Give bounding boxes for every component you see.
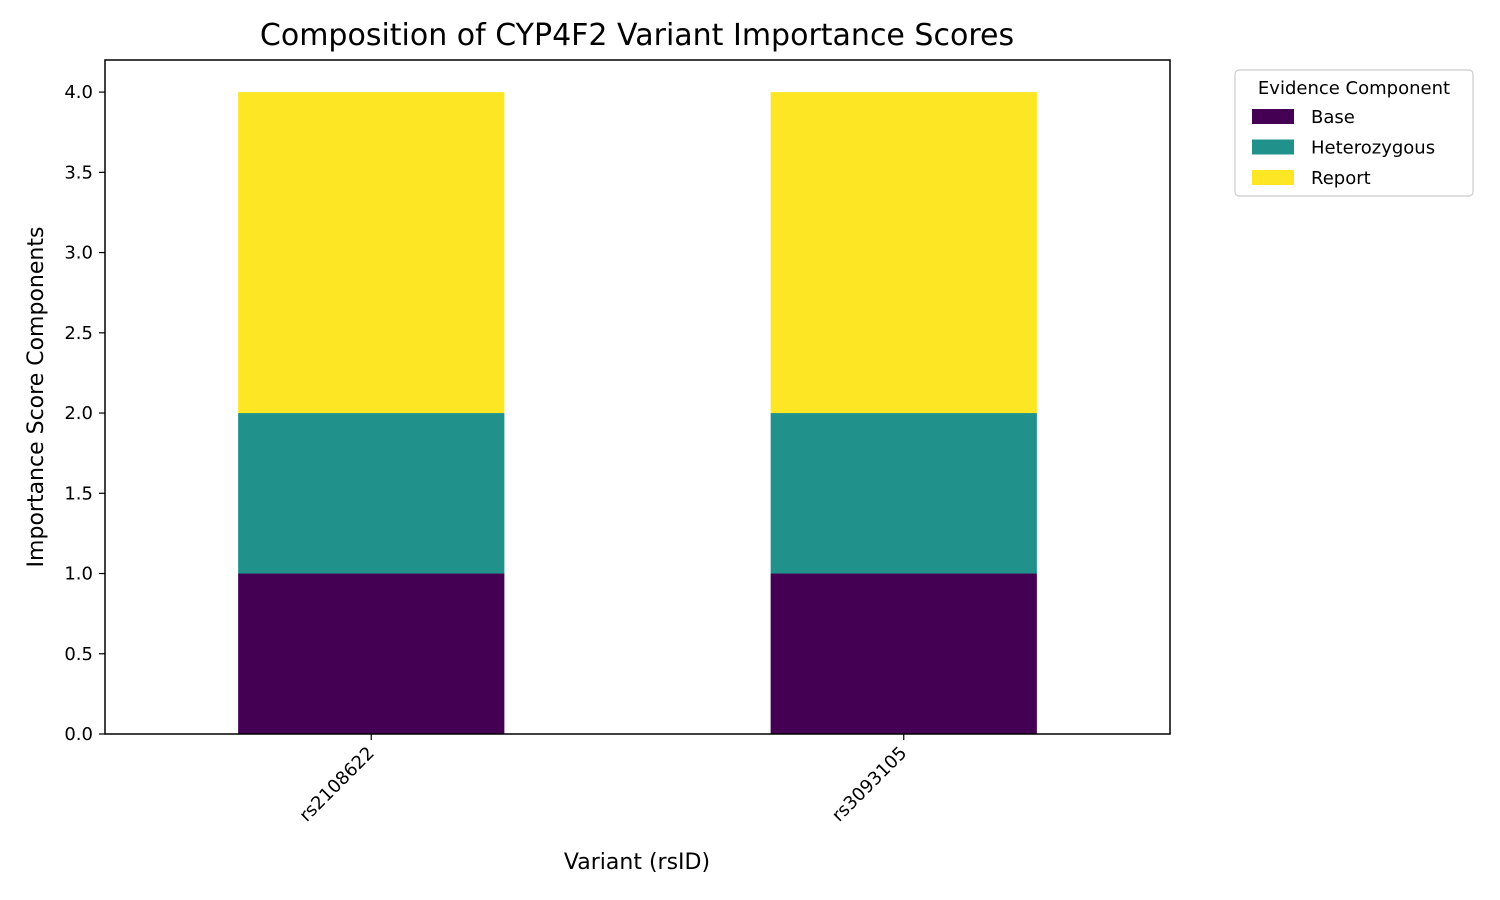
y-tick-label: 1.5 — [64, 483, 93, 504]
y-axis-label: Importance Score Components — [24, 227, 49, 568]
x-tick-label: rs2108622 — [295, 743, 378, 826]
legend-swatch-report — [1252, 170, 1294, 185]
legend-label-heterozygous: Heterozygous — [1311, 138, 1435, 159]
legend-box — [1234, 69, 1474, 197]
y-tick-label: 4.0 — [64, 82, 93, 103]
bar-heterozygous-rs3093105 — [770, 413, 1037, 574]
bar-heterozygous-rs2108622 — [238, 413, 505, 574]
y-tick-label: 2.0 — [64, 403, 93, 424]
bar-report-rs3093105 — [770, 92, 1037, 414]
bar-base-rs2108622 — [238, 573, 505, 734]
legend-label-base: Base — [1311, 107, 1355, 128]
legend-label-report: Report — [1311, 168, 1371, 189]
axes-frame — [104, 59, 1171, 735]
x-tick-label: rs3093105 — [828, 743, 911, 826]
legend-swatch-base — [1252, 109, 1294, 124]
chart-title: Composition of CYP4F2 Variant Importance… — [260, 18, 1014, 53]
y-tick-label: 1.0 — [64, 564, 93, 585]
legend: Evidence Component Base Heterozygous Report — [1234, 69, 1474, 197]
legend-title: Evidence Component — [1258, 78, 1450, 99]
y-tick-label: 3.5 — [64, 162, 93, 183]
x-axis-label: Variant (rsID) — [564, 850, 710, 875]
legend-swatch-heterozygous — [1252, 139, 1294, 155]
bar-base-rs3093105 — [770, 573, 1037, 734]
y-tick-label: 3.0 — [64, 243, 93, 264]
y-tick-label: 0.5 — [64, 644, 93, 665]
plot-area: 0.0 0.5 1.0 1.5 2.0 2.5 3.0 3.5 4.0 rs2108622 rs30… — [64, 59, 1171, 826]
y-tick-label: 0.0 — [64, 724, 93, 745]
y-tick-label: 2.5 — [64, 323, 93, 344]
bar-report-rs2108622 — [238, 92, 505, 414]
